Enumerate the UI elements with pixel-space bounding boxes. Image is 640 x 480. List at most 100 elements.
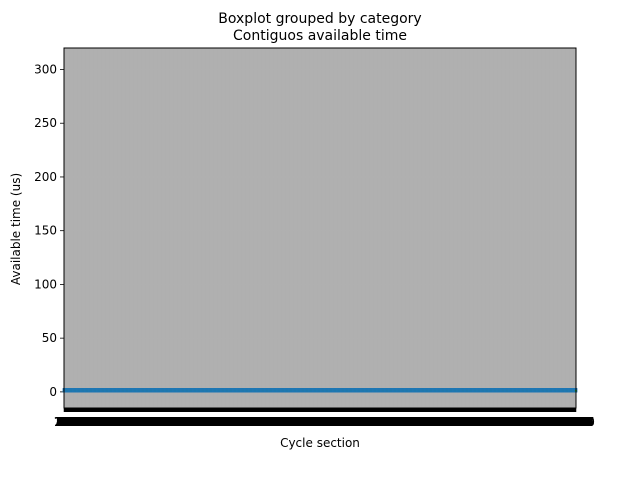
x-tick-label: 3250 [76, 415, 107, 429]
x-tick-label: 218 [54, 415, 77, 429]
x-tick-label: 3750 [81, 415, 112, 429]
x-tick-label: 3781 [81, 415, 112, 429]
y-tick-label: 200 [34, 170, 57, 184]
x-tick-label: 968 [61, 415, 84, 429]
x-tick-label: 312 [55, 415, 78, 429]
x-tick-label: 4906 [90, 415, 121, 429]
x-tick-label: 4343 [86, 415, 117, 429]
x-tick-label: 875 [60, 415, 83, 429]
x-tick-label: 1843 [64, 415, 95, 429]
x-tick-label: 4406 [86, 415, 117, 429]
x-tick-label: 2250 [68, 415, 99, 429]
x-tick-label: 1375 [60, 415, 91, 429]
x-tick-label: 4812 [90, 415, 121, 429]
y-tick-label: 250 [34, 116, 57, 130]
x-tick-label: 3281 [77, 415, 108, 429]
x-tick-label: 3875 [82, 415, 113, 429]
x-tick-label: 2562 [70, 415, 101, 429]
x-tick-label: 62 [57, 415, 72, 429]
x-tick-label: 2781 [72, 415, 103, 429]
x-tick-label: 2968 [74, 415, 105, 429]
plot-area: 0501001502002503003162931251561872182502… [34, 47, 595, 429]
x-tick-label: 343 [55, 415, 78, 429]
x-tick-label: 1343 [60, 415, 91, 429]
x-tick-label: 1218 [59, 415, 90, 429]
x-tick-label: 3375 [77, 415, 108, 429]
x-tick-label: 1093 [58, 415, 89, 429]
x-tick-label: 3437 [78, 415, 109, 429]
x-tick-label: 250 [55, 415, 78, 429]
x-tick-label: 1718 [63, 415, 94, 429]
chart-suptitle: Boxplot grouped by category [218, 11, 421, 27]
x-tick-label: 4093 [84, 415, 115, 429]
x-tick-label: 562 [57, 415, 80, 429]
x-tick-label: 5062 [92, 415, 123, 429]
x-tick-label: 2125 [67, 415, 98, 429]
x-tick-label: 4875 [90, 415, 121, 429]
x-tick-label: 3468 [78, 415, 109, 429]
x-tick-label: 1812 [64, 415, 95, 429]
x-tick-label: 593 [57, 415, 80, 429]
x-tick-label: 4750 [89, 415, 120, 429]
x-tick-label: 1625 [62, 415, 93, 429]
x-tick-label: 4968 [91, 415, 122, 429]
x-tick-label: 2656 [71, 415, 102, 429]
x-tick-label: 1500 [61, 415, 92, 429]
y-tick-label: 300 [34, 62, 57, 76]
y-tick-label: 100 [34, 277, 57, 291]
y-axis-label: Available time (us) [9, 173, 23, 285]
x-tick-label: 3187 [76, 415, 107, 429]
x-tick-label: 156 [54, 415, 77, 429]
x-tick-label: 4312 [85, 415, 116, 429]
x-tick-label: 1125 [58, 415, 89, 429]
x-tick-label: 2531 [70, 415, 101, 429]
x-tick-label: 2000 [66, 415, 97, 429]
x-tick-label: 4625 [88, 415, 119, 429]
x-tick-label: 3156 [76, 415, 107, 429]
x-tick-label: 4562 [88, 415, 119, 429]
x-tick-label: 781 [59, 415, 82, 429]
y-tick-label: 150 [34, 224, 57, 238]
x-tick-label: 2875 [73, 415, 104, 429]
x-tick-label: 1968 [65, 415, 96, 429]
x-tick-label: 1562 [62, 415, 93, 429]
x-tick-label: 2281 [68, 415, 99, 429]
x-tick-label: 2625 [71, 415, 102, 429]
x-tick-label: 2156 [67, 415, 98, 429]
x-tick-label: 1906 [65, 415, 96, 429]
x-tick-label: 718 [59, 415, 82, 429]
x-tick-label: 4437 [86, 415, 117, 429]
x-tick-label: 531 [57, 415, 80, 429]
x-tick-label: 2812 [73, 415, 104, 429]
x-tick-label: 4687 [89, 415, 120, 429]
x-tick-label: 2343 [69, 415, 100, 429]
x-tick-label: 2687 [72, 415, 103, 429]
x-tick-label: 4156 [84, 415, 115, 429]
x-tick-label: 3000 [74, 415, 105, 429]
x-tick-label: 2718 [72, 415, 103, 429]
x-tick-label: 2500 [70, 415, 101, 429]
x-tick-label: 1187 [59, 415, 90, 429]
x-tick-label: 906 [60, 415, 83, 429]
x-tick-label: 4593 [88, 415, 119, 429]
x-tick-label: 5031 [92, 415, 123, 429]
x-tick-label: 5093 [92, 415, 123, 429]
x-tick-label: 1468 [61, 415, 92, 429]
x-tick-label: 2312 [68, 415, 99, 429]
x-tick-label: 4718 [89, 415, 120, 429]
x-tick-label: 4468 [87, 415, 118, 429]
x-tick-label: 3687 [80, 415, 111, 429]
x-tick-label: 2218 [68, 415, 99, 429]
x-tick-label: 4031 [83, 415, 114, 429]
x-tick-label: 2093 [66, 415, 97, 429]
x-tick-label: 4937 [91, 415, 122, 429]
x-tick-label: 3031 [74, 415, 105, 429]
x-tick-label: 3406 [78, 415, 109, 429]
x-tick-label: 2375 [69, 415, 100, 429]
x-tick-label: 3656 [80, 415, 111, 429]
x-tick-label: 468 [56, 415, 79, 429]
x-tick-label: 2843 [73, 415, 104, 429]
x-tick-label: 31 [56, 415, 71, 429]
x-tick-label: 4000 [83, 415, 114, 429]
x-tick-label: 3218 [76, 415, 107, 429]
